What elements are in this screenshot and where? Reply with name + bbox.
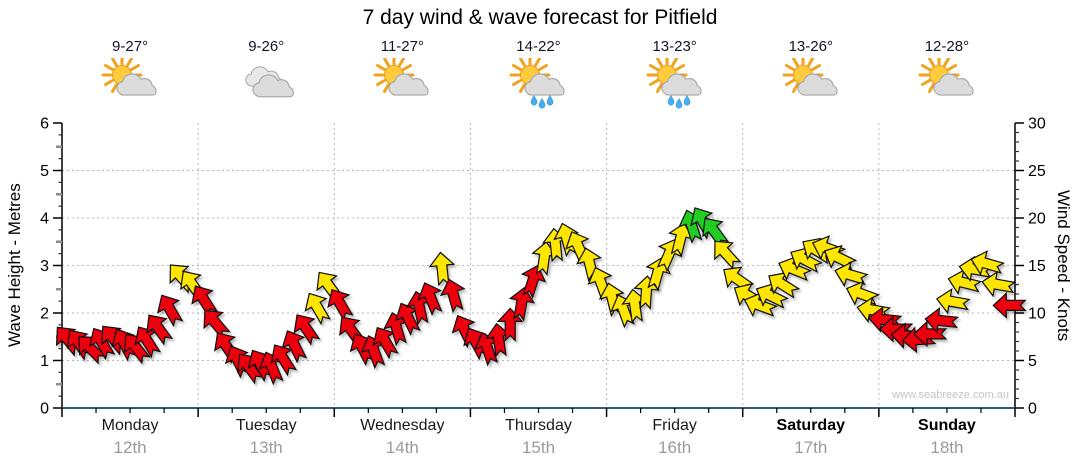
wind-arrow xyxy=(281,330,308,364)
day-name: Monday xyxy=(101,417,159,434)
wind-speed-tick-label: 25 xyxy=(1028,163,1046,180)
day-name: Tuesday xyxy=(235,417,297,434)
wind-arrow xyxy=(428,251,456,287)
partly-cloudy-icon xyxy=(101,54,157,96)
showers-icon xyxy=(646,54,702,109)
wind-arrow xyxy=(372,326,399,360)
day-label: Monday 12th xyxy=(62,417,198,458)
forecast-day-column: 14-22° xyxy=(470,38,606,115)
wave-height-tick-label: 4 xyxy=(40,211,49,228)
left-axis-title: Wave Height - Metres xyxy=(5,183,24,348)
partly-cloudy-icon xyxy=(782,54,838,96)
day-date: 16th xyxy=(658,438,692,457)
temperature-range: 9-27° xyxy=(112,38,149,55)
wind-speed-tick-label: 20 xyxy=(1028,211,1046,228)
wind-arrow xyxy=(304,292,331,326)
day-labels-row: Monday 12th Tuesday 13th Wednesday 14th Thursd… xyxy=(62,417,1015,458)
watermark: www.seabreeze.com.au xyxy=(891,389,1009,401)
tick-labels: 0 1 2 3 4 5 6 0 5 10 15 20 25 30 xyxy=(40,116,1046,418)
day-name: Saturday xyxy=(776,417,845,434)
wave-height-tick-label: 1 xyxy=(40,353,49,370)
temperature-range: 11-27° xyxy=(380,38,424,55)
wind-arrow xyxy=(224,345,251,379)
wind-arrow xyxy=(714,240,742,270)
wind-speed-tick-label: 15 xyxy=(1028,258,1046,275)
forecast-day-column: 13-23° xyxy=(607,38,743,115)
day-name: Thursday xyxy=(505,417,572,434)
wind-arrow xyxy=(508,286,536,322)
wind-arrow xyxy=(270,344,298,377)
wind-speed-tick-label: 10 xyxy=(1028,306,1046,323)
wave-height-tick-label: 0 xyxy=(40,401,49,418)
partly-cloudy-icon xyxy=(373,54,430,96)
wind-arrow xyxy=(992,292,1027,319)
wind-arrow xyxy=(146,314,174,346)
day-label: Sunday 18th xyxy=(879,417,1015,458)
wave-height-tick-label: 2 xyxy=(40,306,49,323)
day-label: Wednesday 14th xyxy=(334,417,470,458)
day-label: Saturday 17th xyxy=(743,417,879,458)
wind-arrow xyxy=(879,315,914,343)
wind-speed-tick-label: 5 xyxy=(1028,353,1037,370)
day-date: 13th xyxy=(249,438,283,457)
wind-speed-tick-label: 0 xyxy=(1028,401,1037,418)
wind-arrow xyxy=(702,217,730,249)
right-axis-title: Wind Speed - Knots xyxy=(1054,189,1073,342)
forecast-day-column: 9-27° xyxy=(62,38,198,115)
forecast-day-column: 12-28° xyxy=(879,38,1015,115)
wave-height-tick-label: 5 xyxy=(40,163,49,180)
day-label: Friday 16th xyxy=(607,417,743,458)
temperature-range: 9-26° xyxy=(248,38,285,55)
forecast-day-column: 11-27° xyxy=(334,38,470,115)
wind-arrow xyxy=(439,278,466,314)
day-date: 12th xyxy=(113,438,147,457)
wind-arrow xyxy=(417,282,443,317)
showers-icon xyxy=(509,54,566,109)
wind-arrow xyxy=(134,326,162,359)
wind-arrow xyxy=(645,256,672,292)
wave-height-tick-label: 3 xyxy=(40,258,49,275)
wind-arrow xyxy=(191,285,218,318)
day-date: 17th xyxy=(794,438,828,457)
wind-arrow xyxy=(293,314,321,346)
wind-arrow xyxy=(327,288,354,322)
wind-speed-tick-label: 30 xyxy=(1028,116,1046,133)
partly-cloudy-icon xyxy=(918,54,974,96)
day-date: 15th xyxy=(521,438,556,457)
wind-arrow xyxy=(913,320,948,348)
day-name: Sunday xyxy=(918,417,976,434)
temperature-range: 13-26° xyxy=(788,38,833,55)
day-name: Friday xyxy=(652,417,697,434)
cloudy-icon xyxy=(245,66,295,98)
wind-arrows xyxy=(55,207,1027,386)
wind-arrow xyxy=(981,270,1017,298)
wind-arrow xyxy=(834,261,869,288)
day-label: Thursday 15th xyxy=(470,417,606,458)
temperature-range: 13-23° xyxy=(652,38,697,55)
day-label: Tuesday 13th xyxy=(198,417,334,458)
forecast-day-column: 13-26° xyxy=(743,38,879,115)
day-name: Wednesday xyxy=(360,417,445,434)
page-title: 7 day wind & wave forecast for Pitfield xyxy=(362,6,718,29)
day-date: 18th xyxy=(930,438,964,457)
wind-arrow xyxy=(157,294,184,328)
wind-arrow xyxy=(970,250,1006,276)
forecast-header-row: 9-27° 9-26° 11-27° 14-22° 13-23° 13-26° 12-28° xyxy=(62,38,1015,115)
wind-arrow xyxy=(935,288,971,315)
temperature-range: 12-28° xyxy=(924,38,970,55)
forecast-day-column: 9-26° xyxy=(198,38,334,115)
temperature-range: 14-22° xyxy=(516,38,561,55)
wind-arrow xyxy=(203,309,231,340)
wind-arrow xyxy=(520,264,547,300)
wind-arrow xyxy=(924,307,960,334)
wave-height-tick-label: 6 xyxy=(40,116,49,133)
day-date: 14th xyxy=(385,438,419,457)
